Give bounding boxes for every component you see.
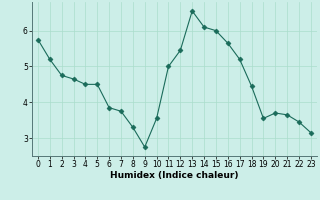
X-axis label: Humidex (Indice chaleur): Humidex (Indice chaleur)	[110, 171, 239, 180]
